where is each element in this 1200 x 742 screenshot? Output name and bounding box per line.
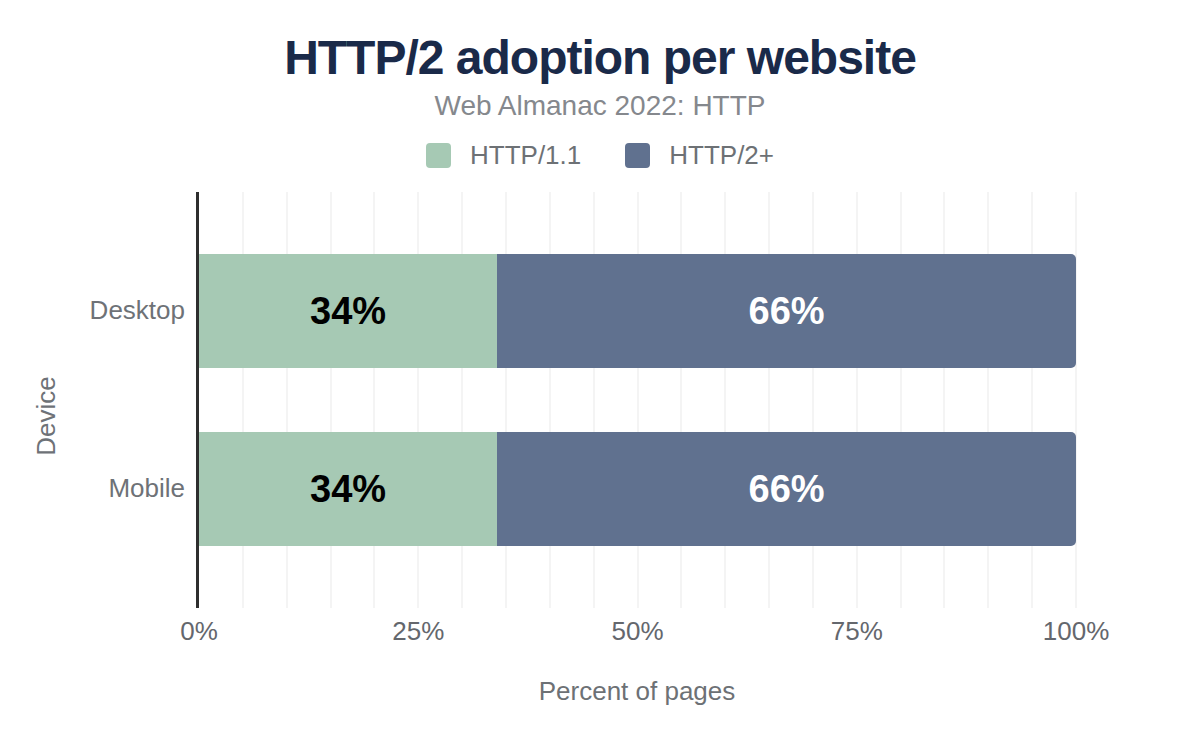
bar-value-label: 34% xyxy=(310,290,386,333)
plot-area: 34% 66% 34% 66% xyxy=(199,192,1076,608)
x-tick-label: 100% xyxy=(1043,616,1110,647)
legend-item-http-1-1[interactable]: HTTP/1.1 xyxy=(426,143,581,168)
x-axis-title: Percent of pages xyxy=(539,676,736,707)
legend-swatch-icon xyxy=(625,143,650,168)
bar-row-desktop: 34% 66% xyxy=(199,254,1076,368)
bar-segment-http-2--mobile[interactable]: 66% xyxy=(497,432,1076,546)
category-label-desktop: Desktop xyxy=(0,295,185,326)
category-label-mobile: Mobile xyxy=(0,473,185,504)
x-tick-label: 75% xyxy=(831,616,883,647)
bar-value-label: 34% xyxy=(310,468,386,511)
bar-segment-http-1-1-mobile[interactable]: 34% xyxy=(199,432,497,546)
bar-segment-http-1-1-desktop[interactable]: 34% xyxy=(199,254,497,368)
bar-value-label: 66% xyxy=(749,468,825,511)
x-tick-label: 50% xyxy=(611,616,663,647)
bar-segment-http-2--desktop[interactable]: 66% xyxy=(497,254,1076,368)
legend-swatch-icon xyxy=(426,143,451,168)
chart-subtitle: Web Almanac 2022: HTTP xyxy=(0,90,1200,122)
bar-value-label: 66% xyxy=(749,290,825,333)
legend-label: HTTP/1.1 xyxy=(470,143,581,168)
legend-label: HTTP/2+ xyxy=(669,143,774,168)
chart: HTTP/2 adoption per website Web Almanac … xyxy=(0,0,1200,742)
y-axis-title: Device xyxy=(31,376,62,455)
bar-row-mobile: 34% 66% xyxy=(199,432,1076,546)
x-tick-label: 0% xyxy=(180,616,218,647)
x-tick-label: 25% xyxy=(392,616,444,647)
legend-item-http-2-[interactable]: HTTP/2+ xyxy=(625,143,774,168)
legend: HTTP/1.1 HTTP/2+ xyxy=(0,143,1200,168)
chart-title: HTTP/2 adoption per website xyxy=(0,30,1200,85)
